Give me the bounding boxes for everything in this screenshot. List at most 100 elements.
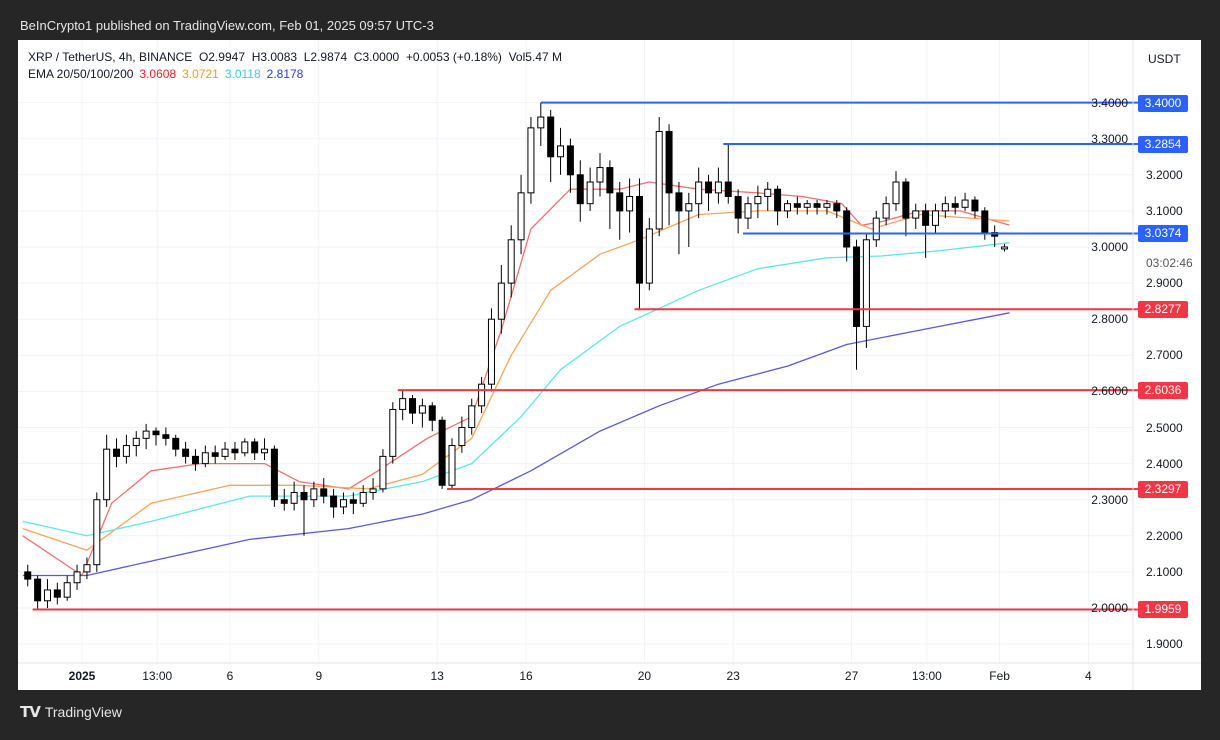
candle	[941, 196, 949, 219]
candle	[754, 185, 762, 219]
candle	[428, 402, 436, 432]
candle-body	[409, 398, 417, 414]
candle-body	[823, 203, 831, 208]
candle	[103, 434, 111, 507]
candle	[557, 127, 565, 175]
candle	[487, 308, 495, 392]
candle	[734, 189, 742, 234]
candle-body	[53, 589, 61, 598]
candle	[280, 488, 288, 511]
candle	[142, 423, 150, 450]
tradingview-logo-icon: 𝗧𝗩	[20, 704, 41, 721]
candle	[705, 174, 713, 211]
candle-body	[872, 217, 880, 241]
candle-body	[478, 383, 486, 407]
candle-body	[724, 181, 732, 197]
publish-info: BeInCrypto1 published on TradingView.com…	[20, 18, 434, 33]
time-tick: 4	[1085, 669, 1092, 683]
candle	[191, 449, 199, 471]
support-level-label: 2.6036	[1138, 382, 1188, 400]
candle	[1001, 244, 1009, 252]
candle-body	[369, 488, 377, 493]
symbol-name[interactable]: XRP / TetherUS, 4h, BINANCE	[28, 50, 193, 64]
candle-body	[853, 246, 861, 327]
price-tick: 3.0000	[1091, 240, 1128, 254]
candle-body	[113, 448, 121, 457]
candles	[24, 102, 1009, 610]
resistance-level-label: 3.2854	[1138, 135, 1188, 153]
candle	[527, 117, 535, 204]
symbol-legend: XRP / TetherUS, 4h, BINANCE O2.9947 H3.0…	[28, 50, 562, 64]
candle	[93, 492, 101, 572]
candle	[931, 203, 939, 233]
price-tick: 2.5000	[1146, 420, 1183, 435]
candle-body	[754, 195, 762, 205]
candle	[783, 200, 791, 219]
candle-body	[566, 145, 574, 176]
candle-body	[517, 192, 525, 241]
candle	[162, 427, 170, 446]
candle-body	[73, 571, 81, 584]
candle-body	[626, 195, 634, 212]
currency-label[interactable]: USDT	[1148, 52, 1181, 66]
candle-body	[961, 199, 969, 208]
candle	[635, 178, 643, 310]
candle	[566, 138, 574, 193]
chart-panel[interactable]	[18, 40, 1201, 690]
candle-body	[616, 192, 624, 212]
ohlc-open: O2.9947	[198, 50, 246, 64]
candle-body	[83, 564, 91, 573]
candle	[73, 564, 81, 590]
candle-body	[231, 448, 239, 454]
candle	[389, 402, 397, 464]
candle	[497, 265, 505, 334]
candle	[251, 438, 259, 460]
candle-body	[981, 210, 989, 234]
resistance-level-label: 3.0374	[1138, 225, 1188, 243]
candle-body	[211, 452, 219, 457]
footer: 𝗧𝗩 TradingView	[20, 703, 122, 721]
price-tick: 2.3000	[1091, 492, 1128, 507]
candle	[468, 398, 476, 435]
candle	[902, 178, 910, 237]
candle	[576, 160, 584, 222]
candle	[695, 167, 703, 219]
candle	[448, 438, 456, 489]
candle	[616, 182, 624, 240]
candle	[626, 178, 634, 233]
bar-countdown: 03:02:46	[1146, 256, 1193, 270]
price-tick: 2.1000	[1146, 564, 1183, 579]
candle-body	[892, 181, 900, 205]
candle-body	[803, 203, 811, 208]
candle-body	[527, 127, 535, 194]
candle	[586, 167, 594, 211]
candle-body	[596, 167, 604, 183]
candle-body	[389, 408, 397, 457]
time-tick: Feb	[989, 669, 1010, 683]
ohlc-low: L2.9874	[303, 50, 348, 64]
candle	[981, 207, 989, 240]
time-tick: 9	[315, 669, 323, 683]
candle	[221, 441, 229, 460]
candle	[438, 416, 446, 489]
candle	[951, 196, 959, 215]
candle	[211, 445, 219, 464]
candle-body	[359, 491, 367, 504]
time-tick: 13:00	[911, 669, 942, 683]
time-tick: 27	[844, 669, 859, 683]
candle-body	[43, 589, 51, 602]
candle-body	[162, 434, 170, 439]
candle-body	[103, 448, 111, 501]
price-levels	[32, 101, 1138, 611]
candle	[547, 109, 555, 183]
candle-body	[418, 405, 426, 414]
ema20-value: 3.0608	[139, 67, 177, 81]
candle-body	[241, 441, 249, 454]
candle	[43, 579, 51, 608]
candle-body	[695, 181, 703, 205]
candle-body	[438, 419, 446, 486]
candle	[606, 160, 614, 229]
candle	[665, 124, 673, 226]
ema-legend[interactable]: EMA 20/50/100/200 3.0608 3.0721 3.0118 2.817…	[28, 67, 309, 81]
